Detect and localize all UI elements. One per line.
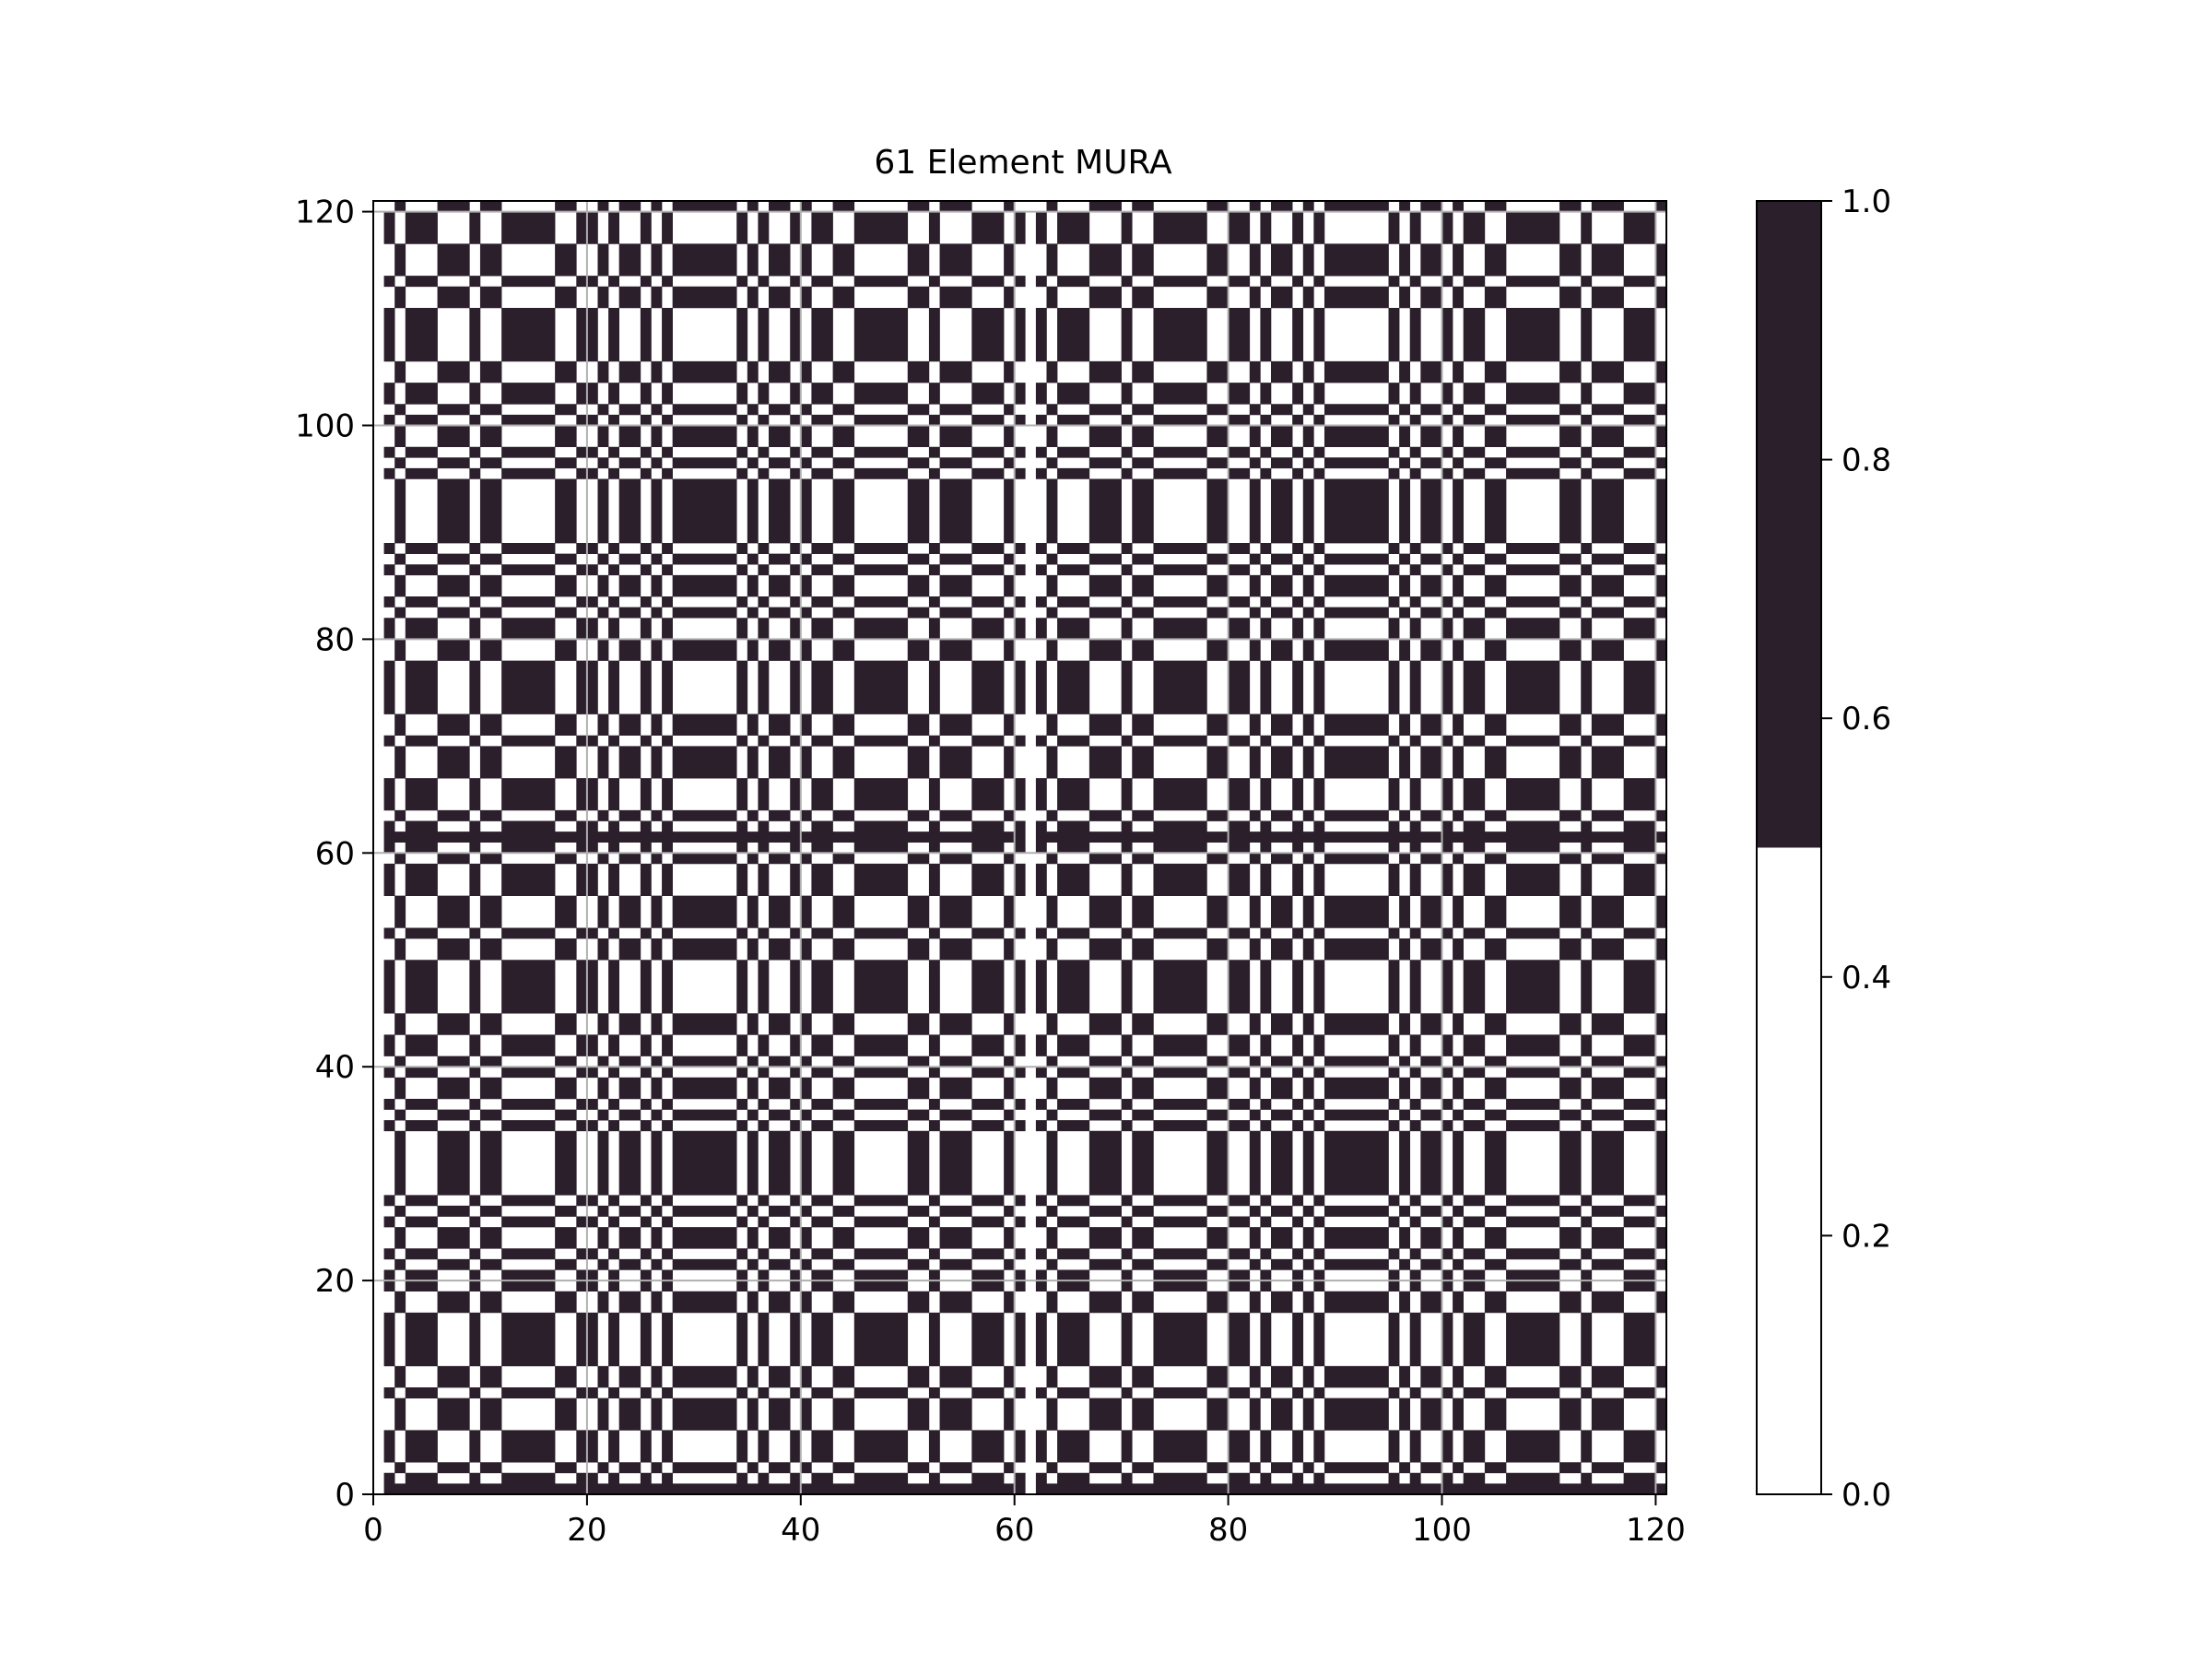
closed-cells <box>383 201 1667 1495</box>
x-tick-label: 40 <box>781 1512 820 1549</box>
y-axis: 0 20 40 60 80 100 120 <box>295 195 373 1514</box>
colorbar-tick-label: 0.4 <box>1841 960 1891 997</box>
colorbar-high-segment <box>1757 201 1821 848</box>
y-tick-label: 60 <box>315 835 355 872</box>
plot-area <box>372 200 1667 1495</box>
x-tick-label: 60 <box>994 1512 1034 1549</box>
colorbar-tick-label: 1.0 <box>1841 183 1891 220</box>
y-tick-label: 20 <box>315 1263 355 1300</box>
y-tick-label: 40 <box>315 1049 355 1086</box>
x-axis: 0 20 40 60 80 100 120 <box>363 1494 1686 1549</box>
colorbar-ticks: 0.0 0.2 0.4 0.6 0.8 1.0 <box>1821 183 1891 1514</box>
colorbar-frame <box>1756 200 1822 1495</box>
mura-pattern <box>383 201 1667 1495</box>
colorbar-tick-label: 0.2 <box>1841 1218 1891 1255</box>
colorbar-low-segment <box>1757 847 1821 1494</box>
x-tick-label: 80 <box>1208 1512 1248 1549</box>
y-tick-label: 0 <box>335 1477 355 1514</box>
chart-title: 61 Element MURA <box>874 144 1172 182</box>
y-tick-label: 100 <box>295 407 355 444</box>
colorbar-tick-label: 0.8 <box>1841 442 1891 479</box>
x-tick-label: 0 <box>363 1512 383 1549</box>
colorbar: 0.0 0.2 0.4 0.6 0.8 1.0 <box>1756 183 1891 1514</box>
x-tick-label: 100 <box>1412 1512 1472 1549</box>
x-tick-label: 20 <box>567 1512 606 1549</box>
y-tick-label: 80 <box>315 621 355 658</box>
plot-frame <box>372 200 1667 1495</box>
colorbar-tick-label: 0.0 <box>1841 1477 1891 1514</box>
x-tick-label: 120 <box>1626 1512 1686 1549</box>
colorbar-tick-label: 0.6 <box>1841 701 1891 737</box>
y-tick-label: 120 <box>295 195 355 231</box>
